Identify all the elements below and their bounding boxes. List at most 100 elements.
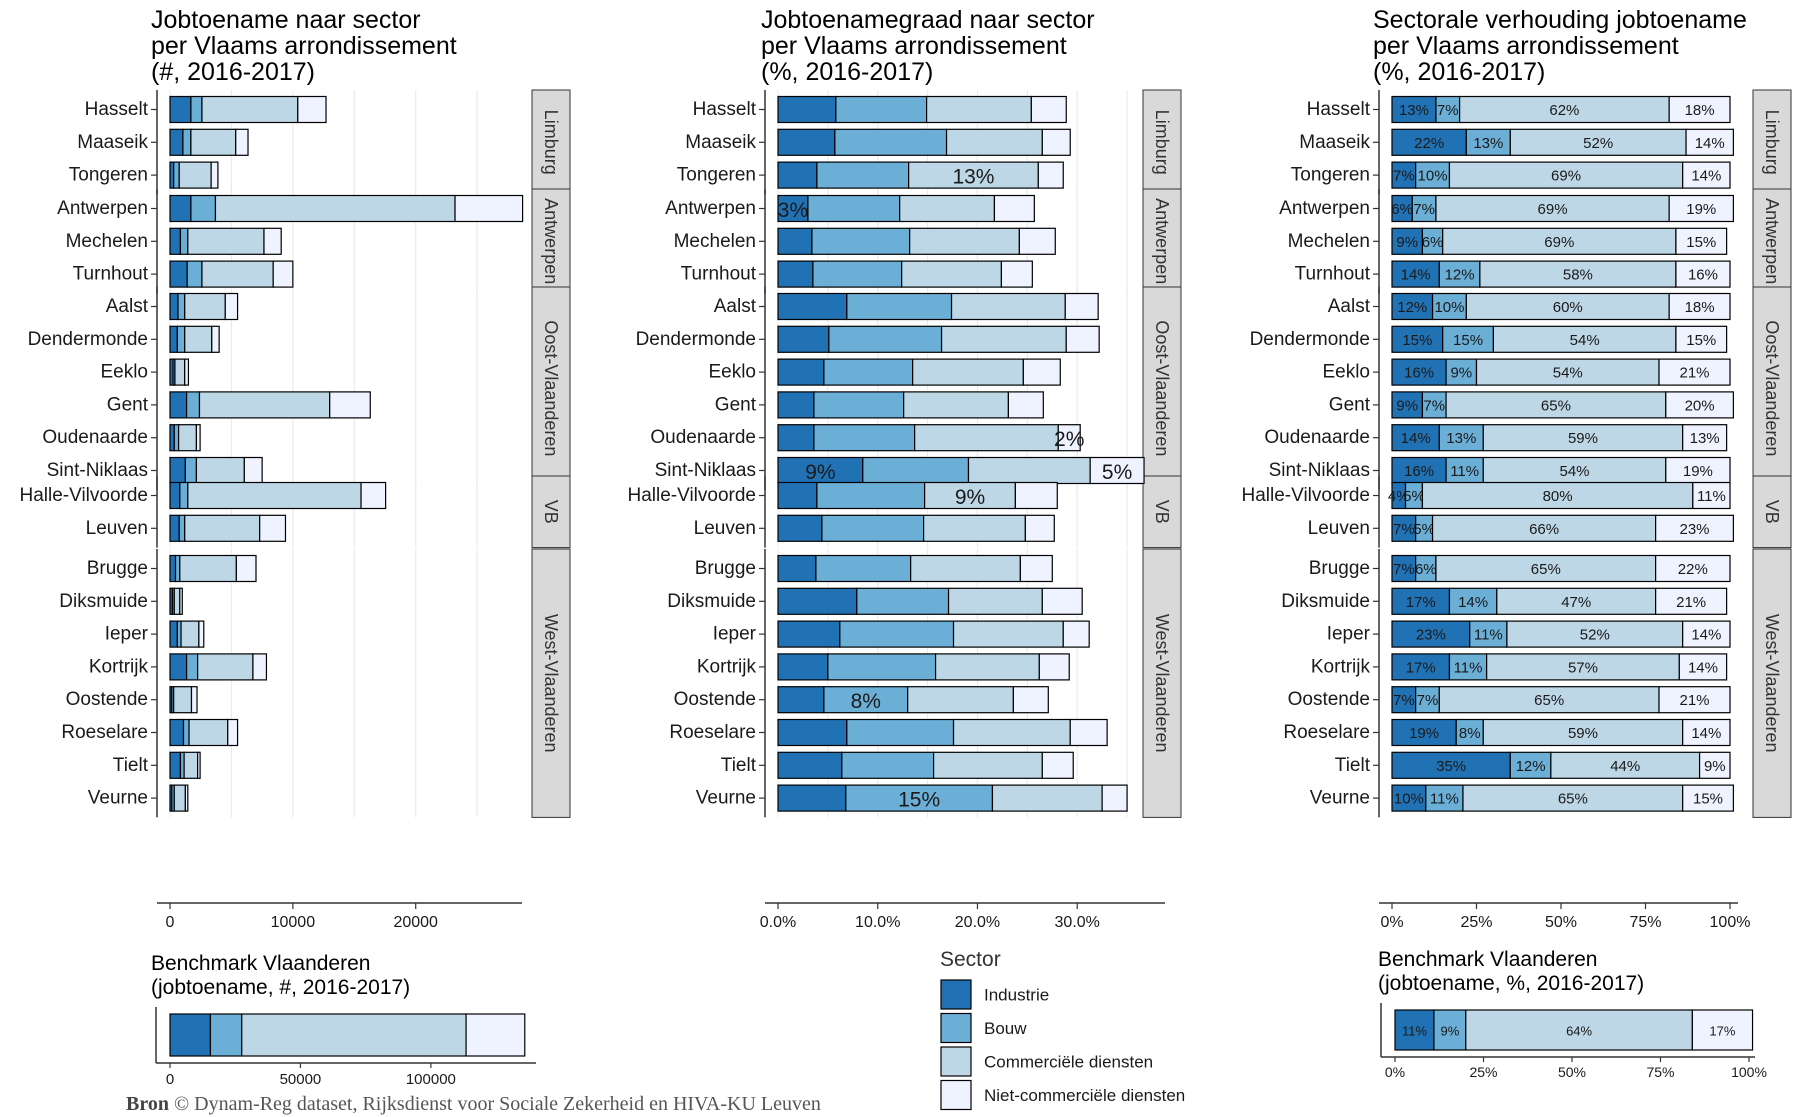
bar-diksmuide-niet-commerci-le-diensten bbox=[1041, 587, 1083, 615]
bar-roeselare-commerci-le-diensten bbox=[1482, 718, 1684, 747]
bar-roeselare-bouw bbox=[182, 718, 190, 747]
category-label-antwerpen: Antwerpen bbox=[1279, 198, 1370, 219]
data-label: 14% bbox=[1691, 725, 1721, 742]
data-label: 7% bbox=[1413, 201, 1435, 218]
legend: Sector Industrie Bouw Commerciële diensten N… bbox=[940, 948, 1185, 1111]
bar-antwerpen-commerci-le-diensten bbox=[214, 194, 456, 223]
bar-roeselare-niet-commerci-le-diensten bbox=[227, 718, 239, 747]
bar-sint-niklaas-niet-commerci-le-diensten bbox=[243, 456, 263, 485]
bar-oostende-commerci-le-diensten bbox=[1438, 686, 1660, 714]
bar-maaseik-industrie bbox=[169, 128, 184, 156]
category-label-roeselare: Roeselare bbox=[61, 722, 148, 743]
x-tick-label: 0.0% bbox=[760, 914, 796, 931]
category-label-dendermonde: Dendermonde bbox=[28, 329, 148, 350]
bar-maaseik-bouw bbox=[182, 128, 192, 156]
data-label: 7% bbox=[1393, 521, 1415, 538]
bar-dendermonde-bouw bbox=[828, 325, 943, 353]
province-label-vb: VB bbox=[541, 500, 561, 524]
bar-dendermonde-commerci-le-diensten bbox=[184, 325, 213, 353]
bar-halle-vilvoorde-industrie bbox=[169, 481, 181, 510]
legend-label-niet-commerci-le-diensten: Niet-commerciële diensten bbox=[984, 1086, 1185, 1105]
category-label-brugge: Brugge bbox=[695, 558, 756, 579]
data-label: 7% bbox=[1393, 561, 1415, 578]
category-label-oudenaarde: Oudenaarde bbox=[42, 427, 148, 448]
data-label: 17% bbox=[1406, 659, 1436, 676]
bar-diksmuide-commerci-le-diensten bbox=[947, 587, 1043, 615]
data-label: 16% bbox=[1404, 463, 1434, 480]
bar-sint-niklaas-industrie bbox=[169, 456, 186, 485]
category-label-brugge: Brugge bbox=[1309, 558, 1370, 579]
category-label-hasselt: Hasselt bbox=[1307, 99, 1371, 120]
category-label-maaseik: Maaseik bbox=[1299, 132, 1370, 153]
x-tick-label: 25% bbox=[1460, 914, 1492, 931]
bar-gent-industrie bbox=[1391, 391, 1424, 419]
chart-title-3-line: Sectorale verhouding jobtoename bbox=[1373, 6, 1747, 34]
bar-gent-bouw bbox=[185, 391, 201, 419]
bar-veurne-commerci-le-diensten bbox=[1462, 784, 1684, 812]
category-label-sint-niklaas: Sint-Niklaas bbox=[1269, 460, 1370, 481]
x-tick-label: 50000 bbox=[280, 1071, 322, 1088]
province-strip bbox=[1752, 89, 1792, 195]
data-label: 52% bbox=[1583, 135, 1613, 152]
bar-oudenaarde-industrie bbox=[1391, 424, 1440, 452]
bar-tielt-niet-commerci-le-diensten bbox=[1041, 751, 1074, 779]
x-tick-label: 75% bbox=[1629, 914, 1661, 931]
bar-turnhout-industrie bbox=[1391, 260, 1440, 288]
category-label-halle-vilvoorde: Halle-Vilvoorde bbox=[1242, 485, 1371, 506]
data-label: 47% bbox=[1561, 594, 1591, 611]
x-tick-label: 100% bbox=[1731, 1064, 1767, 1080]
chart-title-2-line: (%, 2016-2017) bbox=[761, 58, 933, 86]
data-label: 7% bbox=[1437, 102, 1459, 119]
chart-title-1-line: (#, 2016-2017) bbox=[151, 58, 315, 86]
bar-turnhout-niet-commerci-le-diensten bbox=[272, 260, 294, 288]
bar-maaseik-commerci-le-diensten bbox=[945, 128, 1043, 156]
bar-sint-niklaas-bouw bbox=[862, 456, 970, 485]
legend-swatch-commerci-le-diensten bbox=[940, 1046, 972, 1077]
bar-brugge-industrie bbox=[169, 554, 177, 583]
province-strip bbox=[531, 188, 571, 294]
legend-swatch-niet-commerci-le-diensten bbox=[940, 1079, 972, 1111]
bar-eeklo-niet-commerci-le-diensten bbox=[1022, 358, 1061, 386]
bar-maaseik-niet-commerci-le-diensten bbox=[1041, 128, 1071, 156]
category-label-antwerpen: Antwerpen bbox=[57, 198, 148, 219]
bar-maaseik-bouw bbox=[834, 128, 948, 156]
data-label: 6% bbox=[1391, 201, 1413, 218]
bar-tielt-commerci-le-diensten bbox=[1550, 751, 1701, 779]
data-label: 35% bbox=[1436, 758, 1466, 775]
bar-hasselt-industrie bbox=[1391, 95, 1437, 124]
category-label-halle-vilvoorde: Halle-Vilvoorde bbox=[20, 485, 149, 506]
bar-tielt-niet-commerci-le-diensten bbox=[1698, 751, 1731, 779]
data-label: 15% bbox=[898, 789, 940, 812]
bar-tongeren-commerci-le-diensten bbox=[178, 161, 212, 189]
category-label-turnhout: Turnhout bbox=[1295, 264, 1371, 285]
bar-antwerpen-bouw bbox=[190, 194, 217, 223]
benchmark-bar-niet-commerci-le-diensten bbox=[1691, 1009, 1754, 1051]
data-label: 8% bbox=[1459, 725, 1481, 742]
data-label: 9% bbox=[955, 486, 985, 509]
category-label-ieper: Ieper bbox=[713, 624, 757, 645]
bar-eeklo-niet-commerci-le-diensten bbox=[1658, 358, 1731, 386]
data-label: 13% bbox=[1446, 430, 1476, 447]
benchmark-title-4-line: (jobtoename, #, 2016-2017) bbox=[151, 976, 410, 999]
bar-tielt-bouw bbox=[841, 751, 935, 779]
data-label: 69% bbox=[1538, 201, 1568, 218]
category-label-kortrijk: Kortrijk bbox=[1311, 656, 1371, 677]
bar-mechelen-industrie bbox=[169, 227, 182, 255]
data-label: 65% bbox=[1534, 692, 1564, 709]
bar-antwerpen-niet-commerci-le-diensten bbox=[454, 194, 524, 223]
bar-oudenaarde-niet-commerci-le-diensten bbox=[1682, 424, 1728, 452]
data-label: 59% bbox=[1568, 430, 1598, 447]
bar-hasselt-commerci-le-diensten bbox=[201, 95, 299, 124]
bar-aalst-bouw bbox=[846, 292, 953, 321]
x-tick-label: 100000 bbox=[406, 1071, 456, 1088]
bar-gent-commerci-le-diensten bbox=[198, 391, 331, 419]
data-label: 18% bbox=[1685, 299, 1715, 316]
data-label: 44% bbox=[1610, 758, 1640, 775]
data-label: 21% bbox=[1679, 692, 1709, 709]
province-strip bbox=[531, 548, 571, 818]
bar-dendermonde-bouw bbox=[176, 325, 186, 353]
data-label: 9% bbox=[1704, 758, 1726, 775]
data-label: 11% bbox=[1474, 627, 1503, 644]
category-label-leuven: Leuven bbox=[86, 518, 148, 539]
